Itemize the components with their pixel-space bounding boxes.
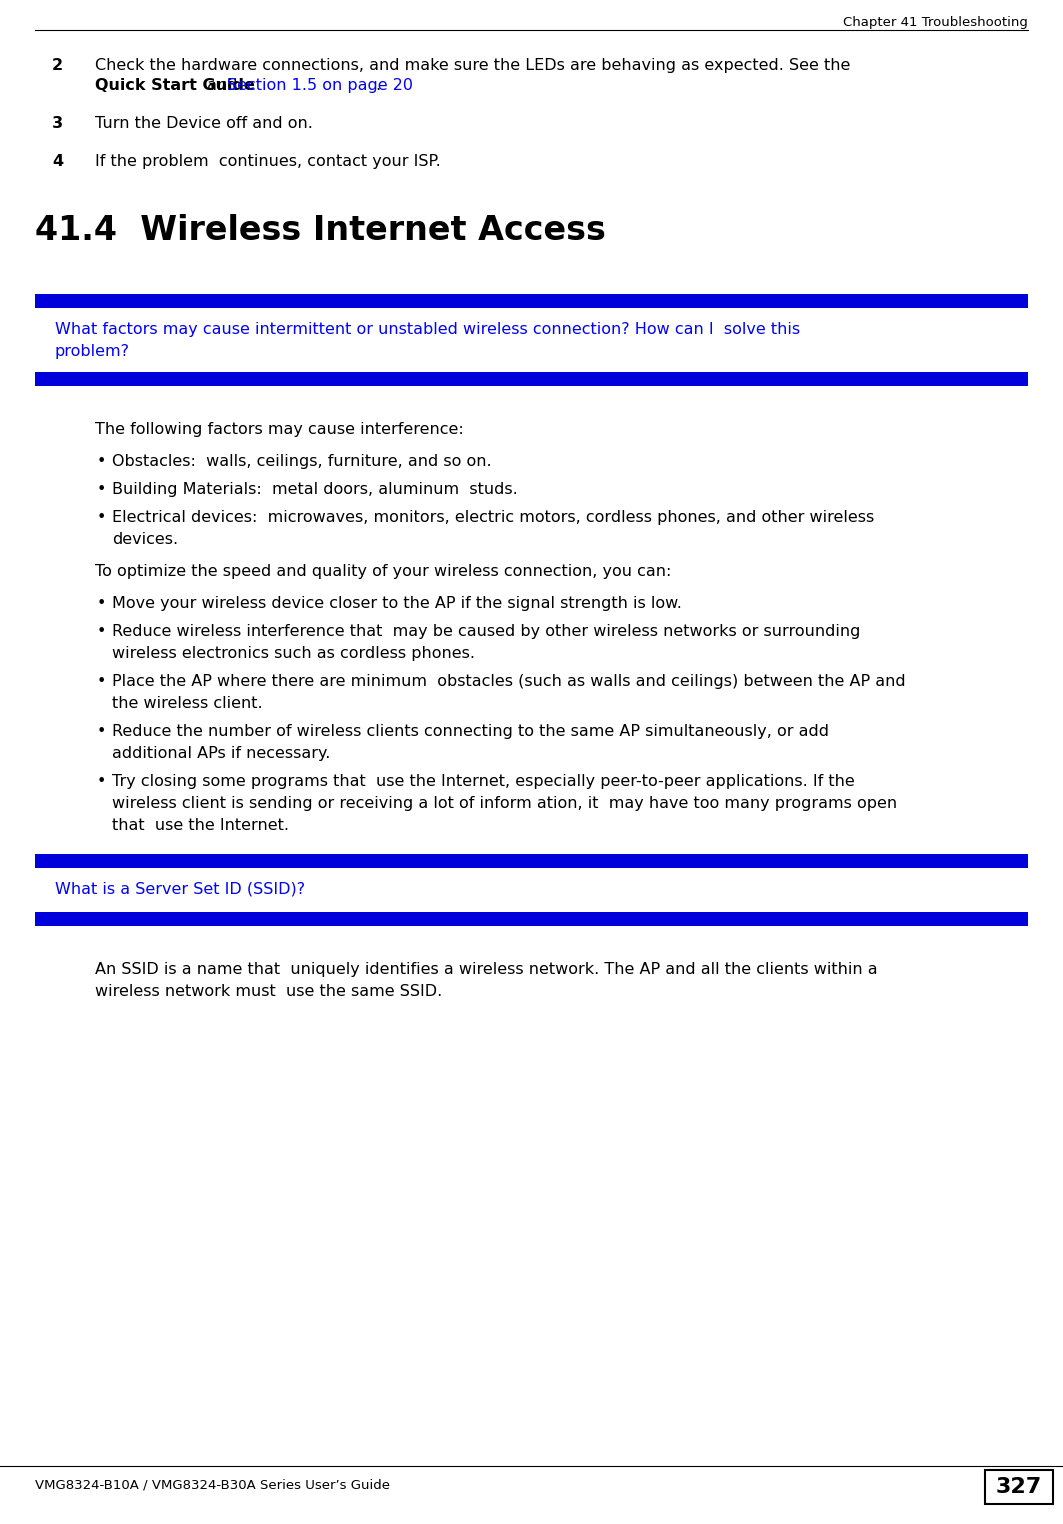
Text: •: • bbox=[97, 511, 106, 524]
Text: To optimize the speed and quality of your wireless connection, you can:: To optimize the speed and quality of you… bbox=[95, 564, 672, 579]
Text: An SSID is a name that  uniquely identifies a wireless network. The AP and all t: An SSID is a name that uniquely identifi… bbox=[95, 962, 878, 977]
Text: wireless network must  use the same SSID.: wireless network must use the same SSID. bbox=[95, 985, 442, 1000]
Text: Obstacles:  walls, ceilings, furniture, and so on.: Obstacles: walls, ceilings, furniture, a… bbox=[112, 454, 491, 469]
Text: Check the hardware connections, and make sure the LEDs are behaving as expected.: Check the hardware connections, and make… bbox=[95, 58, 850, 73]
Bar bbox=[35, 372, 1028, 386]
Text: VMG8324-B10A / VMG8324-B30A Series User’s Guide: VMG8324-B10A / VMG8324-B30A Series User’… bbox=[35, 1478, 390, 1490]
Text: additional APs if necessary.: additional APs if necessary. bbox=[112, 747, 331, 760]
Text: 3: 3 bbox=[52, 116, 63, 131]
Text: .: . bbox=[375, 78, 381, 93]
Text: What is a Server Set ID (SSID)?: What is a Server Set ID (SSID)? bbox=[55, 882, 305, 898]
Text: Electrical devices:  microwaves, monitors, electric motors, cordless phones, and: Electrical devices: microwaves, monitors… bbox=[112, 511, 874, 524]
Text: The following factors may cause interference:: The following factors may cause interfer… bbox=[95, 422, 463, 437]
Text: •: • bbox=[97, 674, 106, 689]
Bar bbox=[35, 853, 1028, 869]
Text: 327: 327 bbox=[996, 1477, 1042, 1497]
Bar bbox=[35, 294, 1028, 308]
Text: that  use the Internet.: that use the Internet. bbox=[112, 818, 289, 834]
Text: What factors may cause intermittent or unstabled wireless connection? How can I : What factors may cause intermittent or u… bbox=[55, 322, 800, 337]
Text: Building Materials:  metal doors, aluminum  studs.: Building Materials: metal doors, aluminu… bbox=[112, 482, 518, 497]
Text: Try closing some programs that  use the Internet, especially peer-to-peer applic: Try closing some programs that use the I… bbox=[112, 774, 855, 789]
Text: •: • bbox=[97, 454, 106, 469]
Text: •: • bbox=[97, 482, 106, 497]
Text: •: • bbox=[97, 596, 106, 611]
Text: and: and bbox=[202, 78, 242, 93]
Text: •: • bbox=[97, 774, 106, 789]
Bar bbox=[985, 1471, 1053, 1504]
Text: Quick Start Guide: Quick Start Guide bbox=[95, 78, 255, 93]
Text: problem?: problem? bbox=[55, 344, 130, 360]
Text: 2: 2 bbox=[52, 58, 63, 73]
Text: Reduce the number of wireless clients connecting to the same AP simultaneously, : Reduce the number of wireless clients co… bbox=[112, 724, 829, 739]
Text: Turn the Device off and on.: Turn the Device off and on. bbox=[95, 116, 313, 131]
Text: Section 1.5 on page 20: Section 1.5 on page 20 bbox=[227, 78, 414, 93]
Text: •: • bbox=[97, 623, 106, 639]
Text: the wireless client.: the wireless client. bbox=[112, 696, 263, 712]
Text: devices.: devices. bbox=[112, 532, 179, 547]
Text: wireless client is sending or receiving a lot of inform ation, it  may have too : wireless client is sending or receiving … bbox=[112, 796, 897, 811]
Text: 41.4  Wireless Internet Access: 41.4 Wireless Internet Access bbox=[35, 213, 606, 247]
Text: •: • bbox=[97, 724, 106, 739]
Text: Reduce wireless interference that  may be caused by other wireless networks or s: Reduce wireless interference that may be… bbox=[112, 623, 860, 639]
Text: Place the AP where there are minimum  obstacles (such as walls and ceilings) bet: Place the AP where there are minimum obs… bbox=[112, 674, 906, 689]
Text: Chapter 41 Troubleshooting: Chapter 41 Troubleshooting bbox=[843, 15, 1028, 29]
Text: If the problem  continues, contact your ISP.: If the problem continues, contact your I… bbox=[95, 154, 441, 169]
Text: wireless electronics such as cordless phones.: wireless electronics such as cordless ph… bbox=[112, 646, 475, 661]
Text: Move your wireless device closer to the AP if the signal strength is low.: Move your wireless device closer to the … bbox=[112, 596, 681, 611]
Bar bbox=[35, 911, 1028, 927]
Text: 4: 4 bbox=[52, 154, 63, 169]
